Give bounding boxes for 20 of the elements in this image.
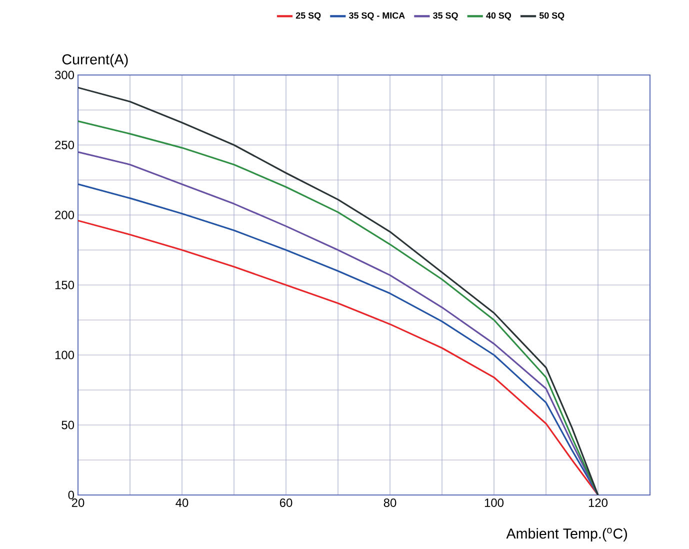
legend-label: 25 SQ xyxy=(296,12,321,20)
y-tick-label: 250 xyxy=(55,140,74,150)
y-tick-label: 0 xyxy=(68,490,74,500)
x-tick-label: 120 xyxy=(588,498,608,507)
legend-label: 35 SQ xyxy=(433,12,458,20)
legend-label: 50 SQ xyxy=(539,12,564,20)
y-tick-label: 150 xyxy=(55,280,74,290)
y-tick-label: 50 xyxy=(62,420,74,430)
x-tick-label: 40 xyxy=(176,498,188,507)
y-axis-title: Current(A) xyxy=(62,54,128,68)
x-tick-label: 20 xyxy=(72,498,84,507)
x-tick-label: 100 xyxy=(484,498,504,507)
y-tick-label: 200 xyxy=(55,210,74,220)
y-tick-label: 100 xyxy=(55,350,74,360)
legend-label: 35 SQ - MICA xyxy=(348,12,405,20)
y-tick-label: 300 xyxy=(54,70,74,80)
x-tick-label: 60 xyxy=(280,498,292,507)
legend-label: 40 SQ xyxy=(486,12,512,20)
x-axis-title: Ambient Temp.($^{o}$C) xyxy=(506,528,627,542)
x-tick-label: 80 xyxy=(384,498,396,507)
